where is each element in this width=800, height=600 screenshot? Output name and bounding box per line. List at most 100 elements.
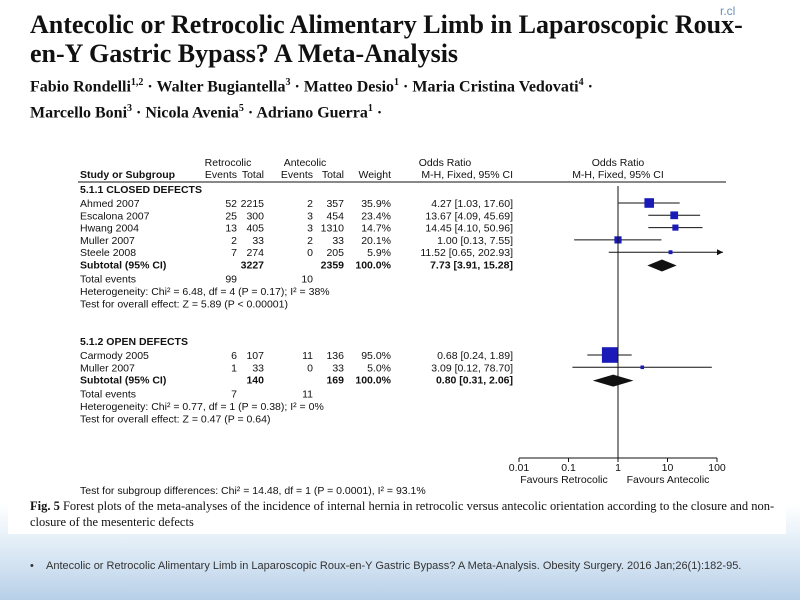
author-affiliation: 1	[394, 77, 400, 88]
events-antecolic: 2	[307, 198, 313, 210]
subtotal-ci: 7.73 [3.91, 15.28]	[430, 260, 513, 272]
author-name: Fabio Rondelli	[30, 78, 131, 96]
events-retrocolic: 13	[225, 223, 237, 235]
study-weight-marker	[640, 365, 645, 370]
author-line-1: Fabio Rondelli1,2 · Walter Bugiantella3 …	[30, 72, 770, 98]
figure-caption: Fig. 5 Forest plots of the meta-analyses…	[30, 498, 785, 530]
total-events-retrocolic: 7	[231, 389, 237, 401]
study-name: Carmody 2005	[80, 350, 149, 362]
subtotal-diamond	[647, 259, 677, 272]
author-name: Adriano Guerra	[256, 104, 368, 122]
study-weight-marker	[601, 347, 618, 363]
overall-effect-text: Test for overall effect: Z = 5.89 (P < 0…	[80, 299, 288, 311]
x-tick-label: 100	[708, 462, 726, 474]
odds-ratio-ci: 4.27 [1.03, 17.60]	[431, 198, 513, 210]
total-events-antecolic: 10	[301, 274, 313, 286]
x-tick-label: 0.01	[509, 462, 530, 474]
author-separator: ·	[372, 104, 383, 122]
method-plot-header: M-H, Fixed, 95% CI	[572, 169, 664, 181]
total-retrocolic: 33	[252, 235, 264, 247]
study-name: Ahmed 2007	[80, 198, 140, 210]
odds-ratio-header: Odds Ratio	[419, 157, 472, 169]
author-separator: ·	[143, 78, 157, 96]
study-weight: 95.0%	[361, 350, 391, 362]
study-weight-marker	[670, 211, 679, 220]
author-line-2: Marcello Boni3 · Nicola Avenia5 · Adrian…	[30, 98, 770, 124]
total-events-label: Total events	[80, 274, 136, 286]
slide-footer-reference: • Antecolic or Retrocolic Alimentary Limb…	[30, 560, 790, 572]
heterogeneity-text: Heterogeneity: Chi² = 6.48, df = 4 (P = …	[80, 286, 330, 298]
total-header-antecolic: Total	[322, 169, 344, 181]
author-separator: ·	[243, 104, 257, 122]
author-name: Walter Bugiantella	[156, 78, 286, 96]
odds-ratio-ci: 14.45 [4.10, 50.96]	[425, 223, 513, 235]
author-affiliation: 3	[285, 77, 291, 88]
total-antecolic: 136	[326, 350, 344, 362]
study-name: Escalona 2007	[80, 210, 150, 222]
events-retrocolic: 25	[225, 210, 237, 222]
total-events-label: Total events	[80, 389, 136, 401]
total-header-retrocolic: Total	[242, 169, 264, 181]
total-retrocolic: 274	[246, 247, 264, 259]
study-weight: 20.1%	[361, 235, 391, 247]
author-affiliation: 4	[578, 77, 584, 88]
subtotal-label: Subtotal (95% CI)	[80, 260, 166, 272]
x-tick-label: 10	[662, 462, 674, 474]
events-retrocolic: 52	[225, 198, 237, 210]
total-retrocolic: 33	[252, 362, 264, 374]
subgroup-difference-test: Test for subgroup differences: Chi² = 14…	[80, 485, 426, 497]
odds-ratio-plot-header: Odds Ratio	[592, 157, 645, 169]
author-separator: ·	[132, 104, 146, 122]
author-name: Nicola Avenia	[145, 104, 239, 122]
author-affiliation: 1,2	[130, 77, 144, 88]
events-retrocolic: 1	[231, 362, 237, 374]
total-retrocolic: 107	[246, 350, 264, 362]
total-retrocolic: 2215	[241, 198, 265, 210]
subtotal-diamond	[592, 374, 634, 387]
author-name: Marcello Boni	[30, 104, 128, 122]
subtotal-total-retrocolic: 3227	[241, 260, 265, 272]
favours-antecolic-label: Favours Antecolic	[627, 474, 710, 486]
ci-arrow	[717, 249, 723, 256]
author-affiliation: 3	[127, 103, 133, 115]
author-name: Matteo Desio	[303, 78, 395, 96]
events-antecolic: 3	[307, 223, 313, 235]
subgroup-heading: 5.1.1 CLOSED DEFECTS	[80, 184, 202, 196]
figure-label: Fig. 5	[30, 499, 60, 513]
reference-text: Antecolic or Retrocolic Alimentary Limb …	[46, 560, 742, 572]
events-antecolic: 0	[307, 247, 313, 259]
author-affiliation: 5	[238, 103, 244, 115]
method-header: M-H, Fixed, 95% CI	[421, 169, 513, 181]
total-antecolic: 205	[326, 247, 344, 259]
odds-ratio-ci: 1.00 [0.13, 7.55]	[437, 235, 513, 247]
study-column-header: Study or Subgroup	[80, 169, 175, 181]
events-retrocolic: 2	[231, 235, 237, 247]
subtotal-total-antecolic: 2359	[321, 260, 345, 272]
events-header-retrocolic: Events	[205, 169, 237, 181]
study-weight: 5.9%	[367, 247, 391, 259]
study-weight-marker	[644, 198, 654, 208]
favours-retrocolic-label: Favours Retrocolic	[520, 474, 608, 486]
author-separator: ·	[399, 78, 413, 96]
bullet-icon: •	[30, 560, 34, 572]
subtotal-total-retrocolic: 140	[246, 375, 264, 387]
figure-caption-text: Forest plots of the meta-analyses of the…	[30, 499, 775, 529]
total-antecolic: 33	[332, 362, 344, 374]
study-name: Muller 2007	[80, 235, 135, 247]
author-separator: ·	[583, 78, 593, 96]
subtotal-label: Subtotal (95% CI)	[80, 375, 166, 387]
overall-effect-text: Test for overall effect: Z = 0.47 (P = 0…	[80, 414, 270, 426]
events-retrocolic: 6	[231, 350, 237, 362]
study-name: Hwang 2004	[80, 223, 139, 235]
total-antecolic: 454	[326, 210, 344, 222]
subtotal-weight: 100.0%	[355, 375, 391, 387]
events-antecolic: 3	[307, 210, 313, 222]
total-retrocolic: 405	[246, 223, 264, 235]
retrocolic-header: Retrocolic	[205, 157, 252, 169]
study-weight: 14.7%	[361, 223, 391, 235]
study-weight: 23.4%	[361, 210, 391, 222]
events-header-antecolic: Events	[281, 169, 313, 181]
corner-mark: r.cl	[720, 4, 736, 18]
odds-ratio-ci: 0.68 [0.24, 1.89]	[437, 350, 513, 362]
total-events-antecolic: 11	[302, 389, 313, 401]
